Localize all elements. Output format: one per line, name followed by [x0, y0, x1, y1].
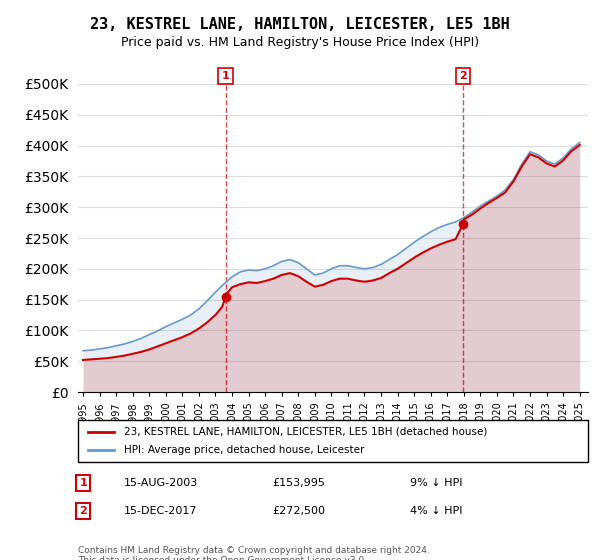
Text: 2: 2: [79, 506, 87, 516]
Text: 23, KESTREL LANE, HAMILTON, LEICESTER, LE5 1BH (detached house): 23, KESTREL LANE, HAMILTON, LEICESTER, L…: [124, 427, 487, 437]
Text: 15-DEC-2017: 15-DEC-2017: [124, 506, 197, 516]
Text: 2: 2: [459, 71, 467, 81]
Text: HPI: Average price, detached house, Leicester: HPI: Average price, detached house, Leic…: [124, 445, 364, 455]
Text: 4% ↓ HPI: 4% ↓ HPI: [409, 506, 462, 516]
Text: Contains HM Land Registry data © Crown copyright and database right 2024.
This d: Contains HM Land Registry data © Crown c…: [78, 546, 430, 560]
Text: 1: 1: [79, 478, 87, 488]
Text: £153,995: £153,995: [272, 478, 325, 488]
FancyBboxPatch shape: [78, 420, 588, 462]
Text: 9% ↓ HPI: 9% ↓ HPI: [409, 478, 462, 488]
Text: 15-AUG-2003: 15-AUG-2003: [124, 478, 198, 488]
Text: 23, KESTREL LANE, HAMILTON, LEICESTER, LE5 1BH: 23, KESTREL LANE, HAMILTON, LEICESTER, L…: [90, 17, 510, 32]
Text: Price paid vs. HM Land Registry's House Price Index (HPI): Price paid vs. HM Land Registry's House …: [121, 36, 479, 49]
Text: £272,500: £272,500: [272, 506, 325, 516]
Text: 1: 1: [222, 71, 230, 81]
